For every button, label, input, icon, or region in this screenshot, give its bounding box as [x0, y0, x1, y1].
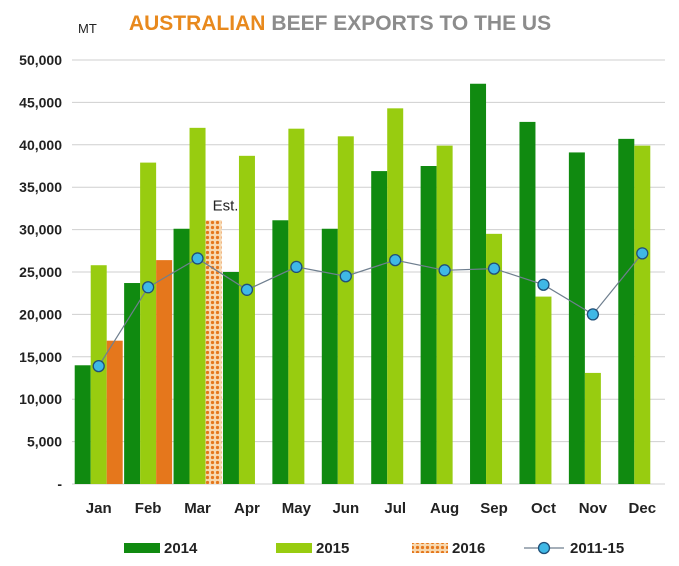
- x-tick-label: Jul: [384, 500, 406, 517]
- y-tick-label: 35,000: [19, 179, 62, 195]
- point-2011-15-jan: [92, 359, 105, 373]
- point-2011-15-may: [290, 260, 303, 274]
- bar-2014-dec: [618, 138, 635, 484]
- bar-2014-aug: [420, 166, 437, 484]
- bar-2016-feb: [156, 260, 173, 484]
- bar-2014-jul: [371, 171, 388, 484]
- point-2011-15-nov: [586, 308, 600, 321]
- y-axis-ticks: - 5,000 10,000 15,000 20,000 25,000 30,000 35,0…: [19, 52, 62, 492]
- annotations: Est.: [213, 197, 239, 214]
- legend-label-2011-15: 2011-15: [570, 540, 624, 557]
- bar-2014-jan: [74, 365, 91, 484]
- y-tick-label: 45,000: [19, 94, 62, 110]
- x-axis-ticks: Jan Feb Mar Apr May Jun Jul Aug Sep Oct Nov Dec: [86, 500, 656, 517]
- line-2011-15: [98, 252, 643, 367]
- x-tick-label: Apr: [234, 500, 260, 517]
- x-tick-label: Dec: [629, 500, 657, 517]
- bar-2015-sep: [486, 233, 503, 484]
- bar-2015-oct: [535, 296, 552, 484]
- x-tick-label: Nov: [579, 500, 608, 517]
- x-tick-label: Jun: [332, 500, 359, 517]
- y-tick-label: -: [57, 476, 62, 492]
- point-2011-15-mar: [191, 252, 204, 265]
- legend: 2014 2015 2016 2011-15: [124, 540, 624, 557]
- y-tick-label: 10,000: [19, 391, 62, 407]
- chart-title-part2: BEEF EXPORTS TO THE US: [271, 12, 551, 35]
- x-tick-label: Sep: [480, 500, 508, 517]
- bar-2014-mar: [173, 228, 190, 484]
- point-2011-15-jul: [389, 253, 402, 267]
- point-2011-15-apr: [240, 283, 254, 296]
- bar-2014-sep: [470, 83, 487, 484]
- bar-2015-nov: [584, 372, 601, 484]
- bar-2015-may: [288, 128, 305, 485]
- bar-2015-apr: [238, 155, 255, 484]
- chart-title: AUSTRALIAN BEEF EXPORTS TO THE US: [129, 12, 551, 35]
- legend-swatch-2014: [124, 543, 160, 553]
- x-tick-label: Aug: [430, 500, 459, 517]
- point-2011-15-jun: [339, 270, 352, 283]
- estimate-annotation: Est.: [213, 197, 239, 214]
- bar-2015-aug: [436, 145, 453, 484]
- y-tick-label: 5,000: [27, 434, 62, 450]
- bar-2014-may: [272, 220, 289, 484]
- bar-2014-jun: [321, 228, 338, 484]
- bar-2015-jul: [387, 108, 404, 484]
- bar-2015-jan: [90, 265, 107, 484]
- unit-label: MT: [78, 21, 97, 36]
- bar-2014-feb: [124, 283, 141, 484]
- bar-2015-feb: [140, 162, 157, 484]
- point-2011-15-sep: [487, 262, 501, 275]
- bar-2014-apr: [222, 272, 239, 484]
- legend-label-2016: 2016: [452, 540, 485, 557]
- x-tick-label: Jan: [86, 500, 112, 517]
- bar-2016-jan: [106, 340, 123, 484]
- bar-2014-oct: [519, 121, 536, 485]
- y-tick-label: 25,000: [19, 264, 62, 280]
- bar-2015-mar: [189, 127, 206, 484]
- legend-label-2014: 2014: [164, 540, 198, 557]
- x-tick-label: May: [282, 500, 312, 517]
- bars: [74, 83, 651, 485]
- legend-marker-2011-15: [537, 541, 551, 555]
- y-tick-label: 40,000: [19, 137, 62, 153]
- point-2011-15-aug: [438, 264, 451, 277]
- bar-2015-jun: [337, 136, 354, 484]
- x-tick-label: Mar: [184, 500, 211, 517]
- bar-2014-nov: [568, 152, 585, 484]
- y-tick-label: 20,000: [19, 306, 62, 322]
- point-2011-15-feb: [141, 281, 155, 294]
- point-2011-15-dec: [636, 247, 649, 260]
- y-tick-label: 15,000: [19, 349, 62, 365]
- x-tick-label: Oct: [531, 500, 556, 517]
- point-2011-15-oct: [537, 278, 550, 291]
- y-tick-label: 50,000: [19, 52, 62, 68]
- bar-2016-mar: [205, 220, 222, 484]
- y-tick-label: 30,000: [19, 222, 62, 238]
- legend-swatch-2015: [276, 543, 312, 553]
- bar-2015-dec: [634, 145, 651, 484]
- chart-title-part1: AUSTRALIAN: [129, 12, 266, 35]
- x-tick-label: Feb: [135, 500, 162, 517]
- legend-swatch-2016: [412, 543, 448, 553]
- average-line: [92, 247, 649, 373]
- legend-label-2015: 2015: [316, 540, 349, 557]
